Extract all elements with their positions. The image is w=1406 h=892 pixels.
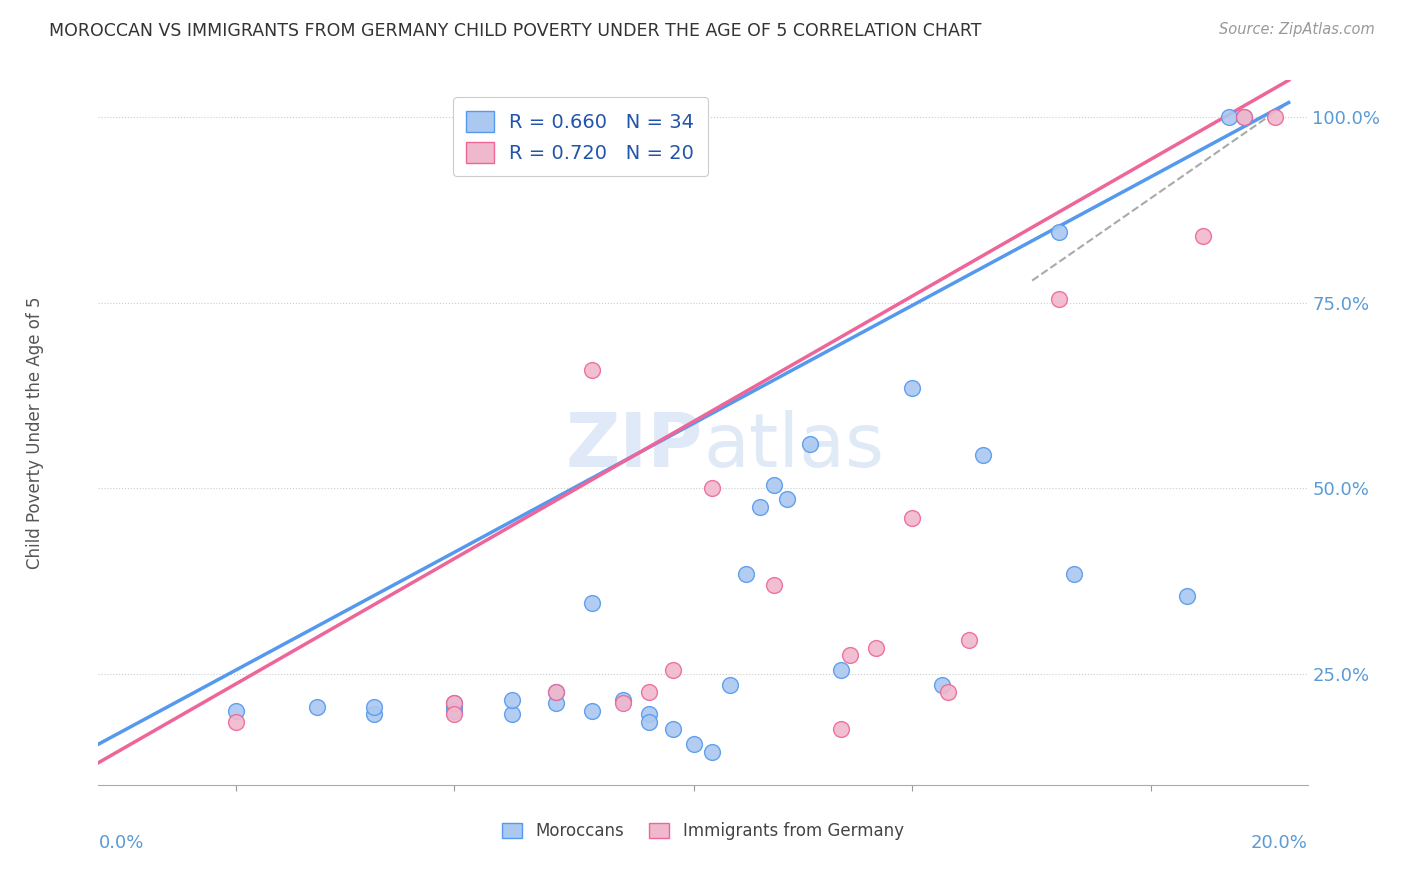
Point [612,692,634,706]
Point [1175,589,1198,603]
Point [661,723,683,737]
Point [957,633,980,648]
Point [972,448,994,462]
Point [501,707,523,722]
Point [363,700,385,714]
Point [544,685,567,699]
Point [839,648,862,662]
Point [1264,111,1286,125]
Point [1047,292,1070,306]
Point [830,723,852,737]
Text: Child Poverty Under the Age of 5: Child Poverty Under the Age of 5 [25,296,44,569]
Text: 20.0%: 20.0% [1251,834,1308,852]
Point [661,663,683,677]
Point [443,700,465,714]
Text: 0.0%: 0.0% [98,834,143,852]
Point [776,492,799,507]
Point [443,707,465,722]
Legend: Moroccans, Immigrants from Germany: Moroccans, Immigrants from Germany [496,816,910,847]
Point [900,381,922,395]
Point [443,697,465,711]
Point [225,714,247,729]
Point [718,678,741,692]
Point [638,714,661,729]
Point [1218,111,1240,125]
Point [830,663,852,677]
Point [1233,111,1256,125]
Point [544,685,567,699]
Point [1063,566,1085,581]
Point [734,566,756,581]
Point [900,511,922,525]
Point [1047,225,1070,239]
Point [581,704,603,718]
Point [763,577,786,591]
Point [443,704,465,718]
Point [931,678,953,692]
Point [702,745,724,759]
Point [305,700,328,714]
Point [763,477,786,491]
Point [225,704,247,718]
Point [682,737,704,751]
Point [702,481,724,495]
Point [581,596,603,610]
Point [865,640,887,655]
Point [544,697,567,711]
Point [936,685,959,699]
Point [1192,229,1215,244]
Point [612,697,634,711]
Point [749,500,772,514]
Point [501,692,523,706]
Point [363,707,385,722]
Point [1233,111,1256,125]
Point [581,362,603,376]
Point [799,436,821,450]
Text: Source: ZipAtlas.com: Source: ZipAtlas.com [1219,22,1375,37]
Point [638,685,661,699]
Text: atlas: atlas [703,410,884,483]
Point [638,707,661,722]
Text: ZIP: ZIP [565,410,703,483]
Text: MOROCCAN VS IMMIGRANTS FROM GERMANY CHILD POVERTY UNDER THE AGE OF 5 CORRELATION: MOROCCAN VS IMMIGRANTS FROM GERMANY CHIL… [49,22,981,40]
Point [443,697,465,711]
